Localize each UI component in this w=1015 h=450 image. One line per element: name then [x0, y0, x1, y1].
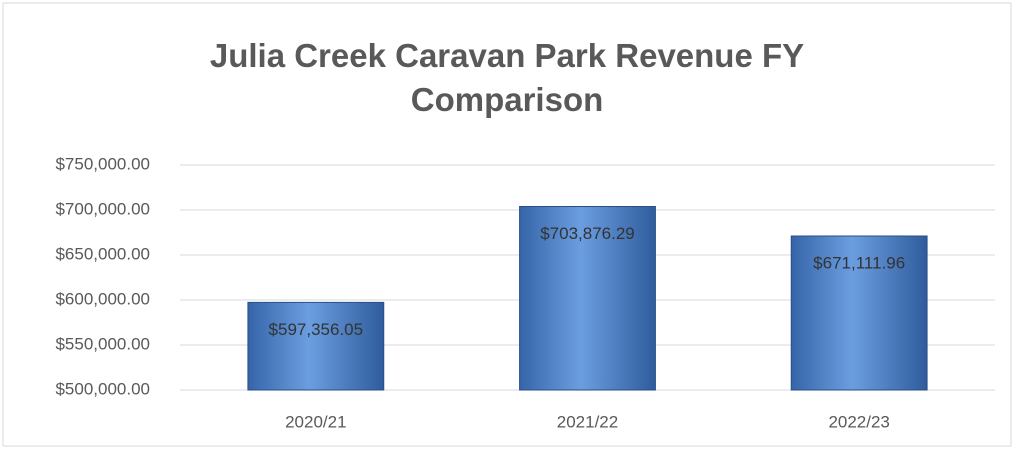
y-tick-label: $700,000.00	[55, 199, 150, 218]
y-tick-label: $750,000.00	[55, 154, 150, 173]
y-tick-label: $600,000.00	[55, 289, 150, 308]
y-tick-label: $500,000.00	[55, 379, 150, 398]
x-tick-label: 2022/23	[828, 412, 889, 431]
chart-title: Julia Creek Caravan Park Revenue FY Comp…	[209, 37, 805, 118]
data-label: $703,876.29	[540, 224, 635, 243]
x-tick-label: 2021/22	[557, 412, 618, 431]
data-label: $597,356.05	[269, 320, 364, 339]
bar	[790, 235, 928, 391]
x-tick-label: 2020/21	[285, 412, 346, 431]
y-tick-label: $550,000.00	[55, 334, 150, 353]
y-tick-label: $650,000.00	[55, 244, 150, 263]
data-label: $671,111.96	[813, 253, 905, 272]
bar	[247, 301, 385, 391]
bar	[519, 206, 656, 391]
